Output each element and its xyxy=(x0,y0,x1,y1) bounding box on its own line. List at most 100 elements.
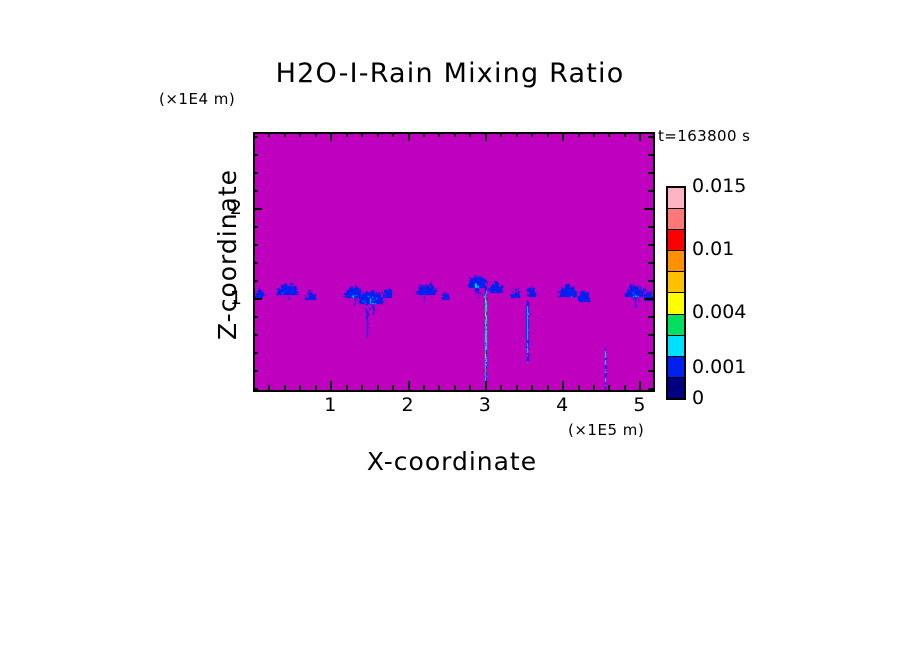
chart-title: H2O-I-Rain Mixing Ratio xyxy=(0,58,904,89)
colorbar-tick-label: 0.001 xyxy=(692,355,747,378)
x-tick-minor xyxy=(562,381,565,390)
y-tick-minor-right xyxy=(648,334,653,337)
y-tick-minor xyxy=(253,298,262,301)
x-axis-title: X-coordinate xyxy=(366,447,538,476)
x-tick-minor xyxy=(593,385,596,390)
y-tick-minor-right xyxy=(644,208,653,211)
x-tick-minor xyxy=(283,385,286,390)
y-axis-unit-label: (×1E4 m) xyxy=(159,90,236,108)
y-tick-minor xyxy=(253,136,258,139)
x-tick-minor-top xyxy=(345,132,348,137)
colorbar-tick-label: 0.01 xyxy=(692,238,735,260)
y-tick-minor-right xyxy=(648,226,653,229)
x-tick-minor-top xyxy=(608,132,611,137)
colorbar-band xyxy=(668,356,684,378)
x-tick-minor xyxy=(500,385,503,390)
x-tick-minor-top xyxy=(484,132,487,141)
y-tick-minor-right xyxy=(648,190,653,193)
x-tick-minor-top xyxy=(531,132,534,137)
time-annotation: t=163800 s xyxy=(658,127,751,145)
x-tick-minor xyxy=(253,385,255,390)
x-axis-unit-label: (×1E5 m) xyxy=(568,421,645,439)
colorbar-band xyxy=(668,230,684,252)
y-tick-minor xyxy=(253,370,258,373)
x-tick-minor-top xyxy=(268,132,271,137)
y-tick-minor xyxy=(253,334,258,337)
x-tick-minor xyxy=(623,385,626,390)
x-tick-minor xyxy=(345,385,348,390)
y-tick-minor xyxy=(253,352,258,355)
x-tick-minor xyxy=(299,385,302,390)
colorbar xyxy=(666,186,686,400)
x-tick-minor xyxy=(515,385,518,390)
x-tick-minor xyxy=(546,385,549,390)
y-tick-minor xyxy=(253,172,258,175)
x-tick-label: 4 xyxy=(556,394,569,416)
y-tick-minor xyxy=(253,388,258,390)
colorbar-band xyxy=(668,377,684,398)
x-tick-minor xyxy=(268,385,271,390)
x-tick-minor-top xyxy=(623,132,626,137)
x-tick-minor xyxy=(407,381,410,390)
x-tick-minor-top xyxy=(392,132,395,137)
x-tick-minor-top xyxy=(423,132,426,137)
y-tick-minor xyxy=(253,154,258,157)
x-tick-minor-top xyxy=(562,132,565,141)
plot-area xyxy=(253,132,655,392)
x-tick-label: 5 xyxy=(633,394,646,416)
x-tick-minor xyxy=(639,381,642,390)
x-tick-minor-top xyxy=(453,132,456,137)
y-axis-title: Z-coordinate xyxy=(213,168,242,340)
x-tick-minor-top xyxy=(469,132,472,137)
colorbar-tick-label: 0.015 xyxy=(692,175,747,197)
x-tick-minor xyxy=(577,385,580,390)
x-tick-minor xyxy=(376,385,379,390)
x-tick-minor xyxy=(438,385,441,390)
y-tick-minor xyxy=(253,208,262,211)
y-tick-minor-right xyxy=(648,352,653,355)
y-tick-minor-right xyxy=(648,136,653,139)
x-tick-minor-top xyxy=(283,132,286,137)
colorbar-band xyxy=(668,209,684,231)
y-tick-minor-right xyxy=(648,244,653,247)
x-tick-minor-top xyxy=(253,132,255,137)
x-tick-minor xyxy=(361,385,364,390)
field-heatmap xyxy=(255,134,653,390)
y-tick-minor-right xyxy=(648,388,653,390)
x-tick-minor-top xyxy=(330,132,333,141)
chart-title-text: H2O-I-Rain Mixing Ratio xyxy=(275,58,625,89)
y-tick-minor-right xyxy=(648,370,653,373)
y-tick-minor xyxy=(253,190,258,193)
x-tick-minor-top xyxy=(500,132,503,137)
x-tick-minor-top xyxy=(593,132,596,137)
y-tick-minor-right xyxy=(648,172,653,175)
x-tick-minor xyxy=(453,385,456,390)
x-tick-label: 3 xyxy=(478,394,491,416)
y-tick-minor xyxy=(253,280,258,283)
y-tick-minor xyxy=(253,262,258,265)
colorbar-band xyxy=(668,251,684,273)
y-tick-minor-right xyxy=(644,298,653,301)
y-tick-minor-right xyxy=(648,154,653,157)
y-tick-label: 1 xyxy=(229,287,242,310)
colorbar-band xyxy=(668,188,684,210)
y-tick-label: 2 xyxy=(229,197,242,220)
x-tick-minor-top xyxy=(515,132,518,137)
x-tick-minor-top xyxy=(407,132,410,141)
colorbar-band xyxy=(668,293,684,315)
y-tick-minor-right xyxy=(648,262,653,265)
y-tick-minor-right xyxy=(648,280,653,283)
x-tick-label: 1 xyxy=(324,394,337,416)
x-tick-minor xyxy=(330,381,333,390)
x-tick-minor xyxy=(484,381,487,390)
x-tick-label: 2 xyxy=(401,394,414,416)
x-tick-minor xyxy=(608,385,611,390)
colorbar-band xyxy=(668,272,684,294)
y-tick-minor-right xyxy=(648,316,653,319)
colorbar-band xyxy=(668,314,684,336)
x-tick-minor xyxy=(314,385,317,390)
x-tick-minor-top xyxy=(546,132,549,137)
x-tick-minor-top xyxy=(314,132,317,137)
x-tick-minor xyxy=(469,385,472,390)
